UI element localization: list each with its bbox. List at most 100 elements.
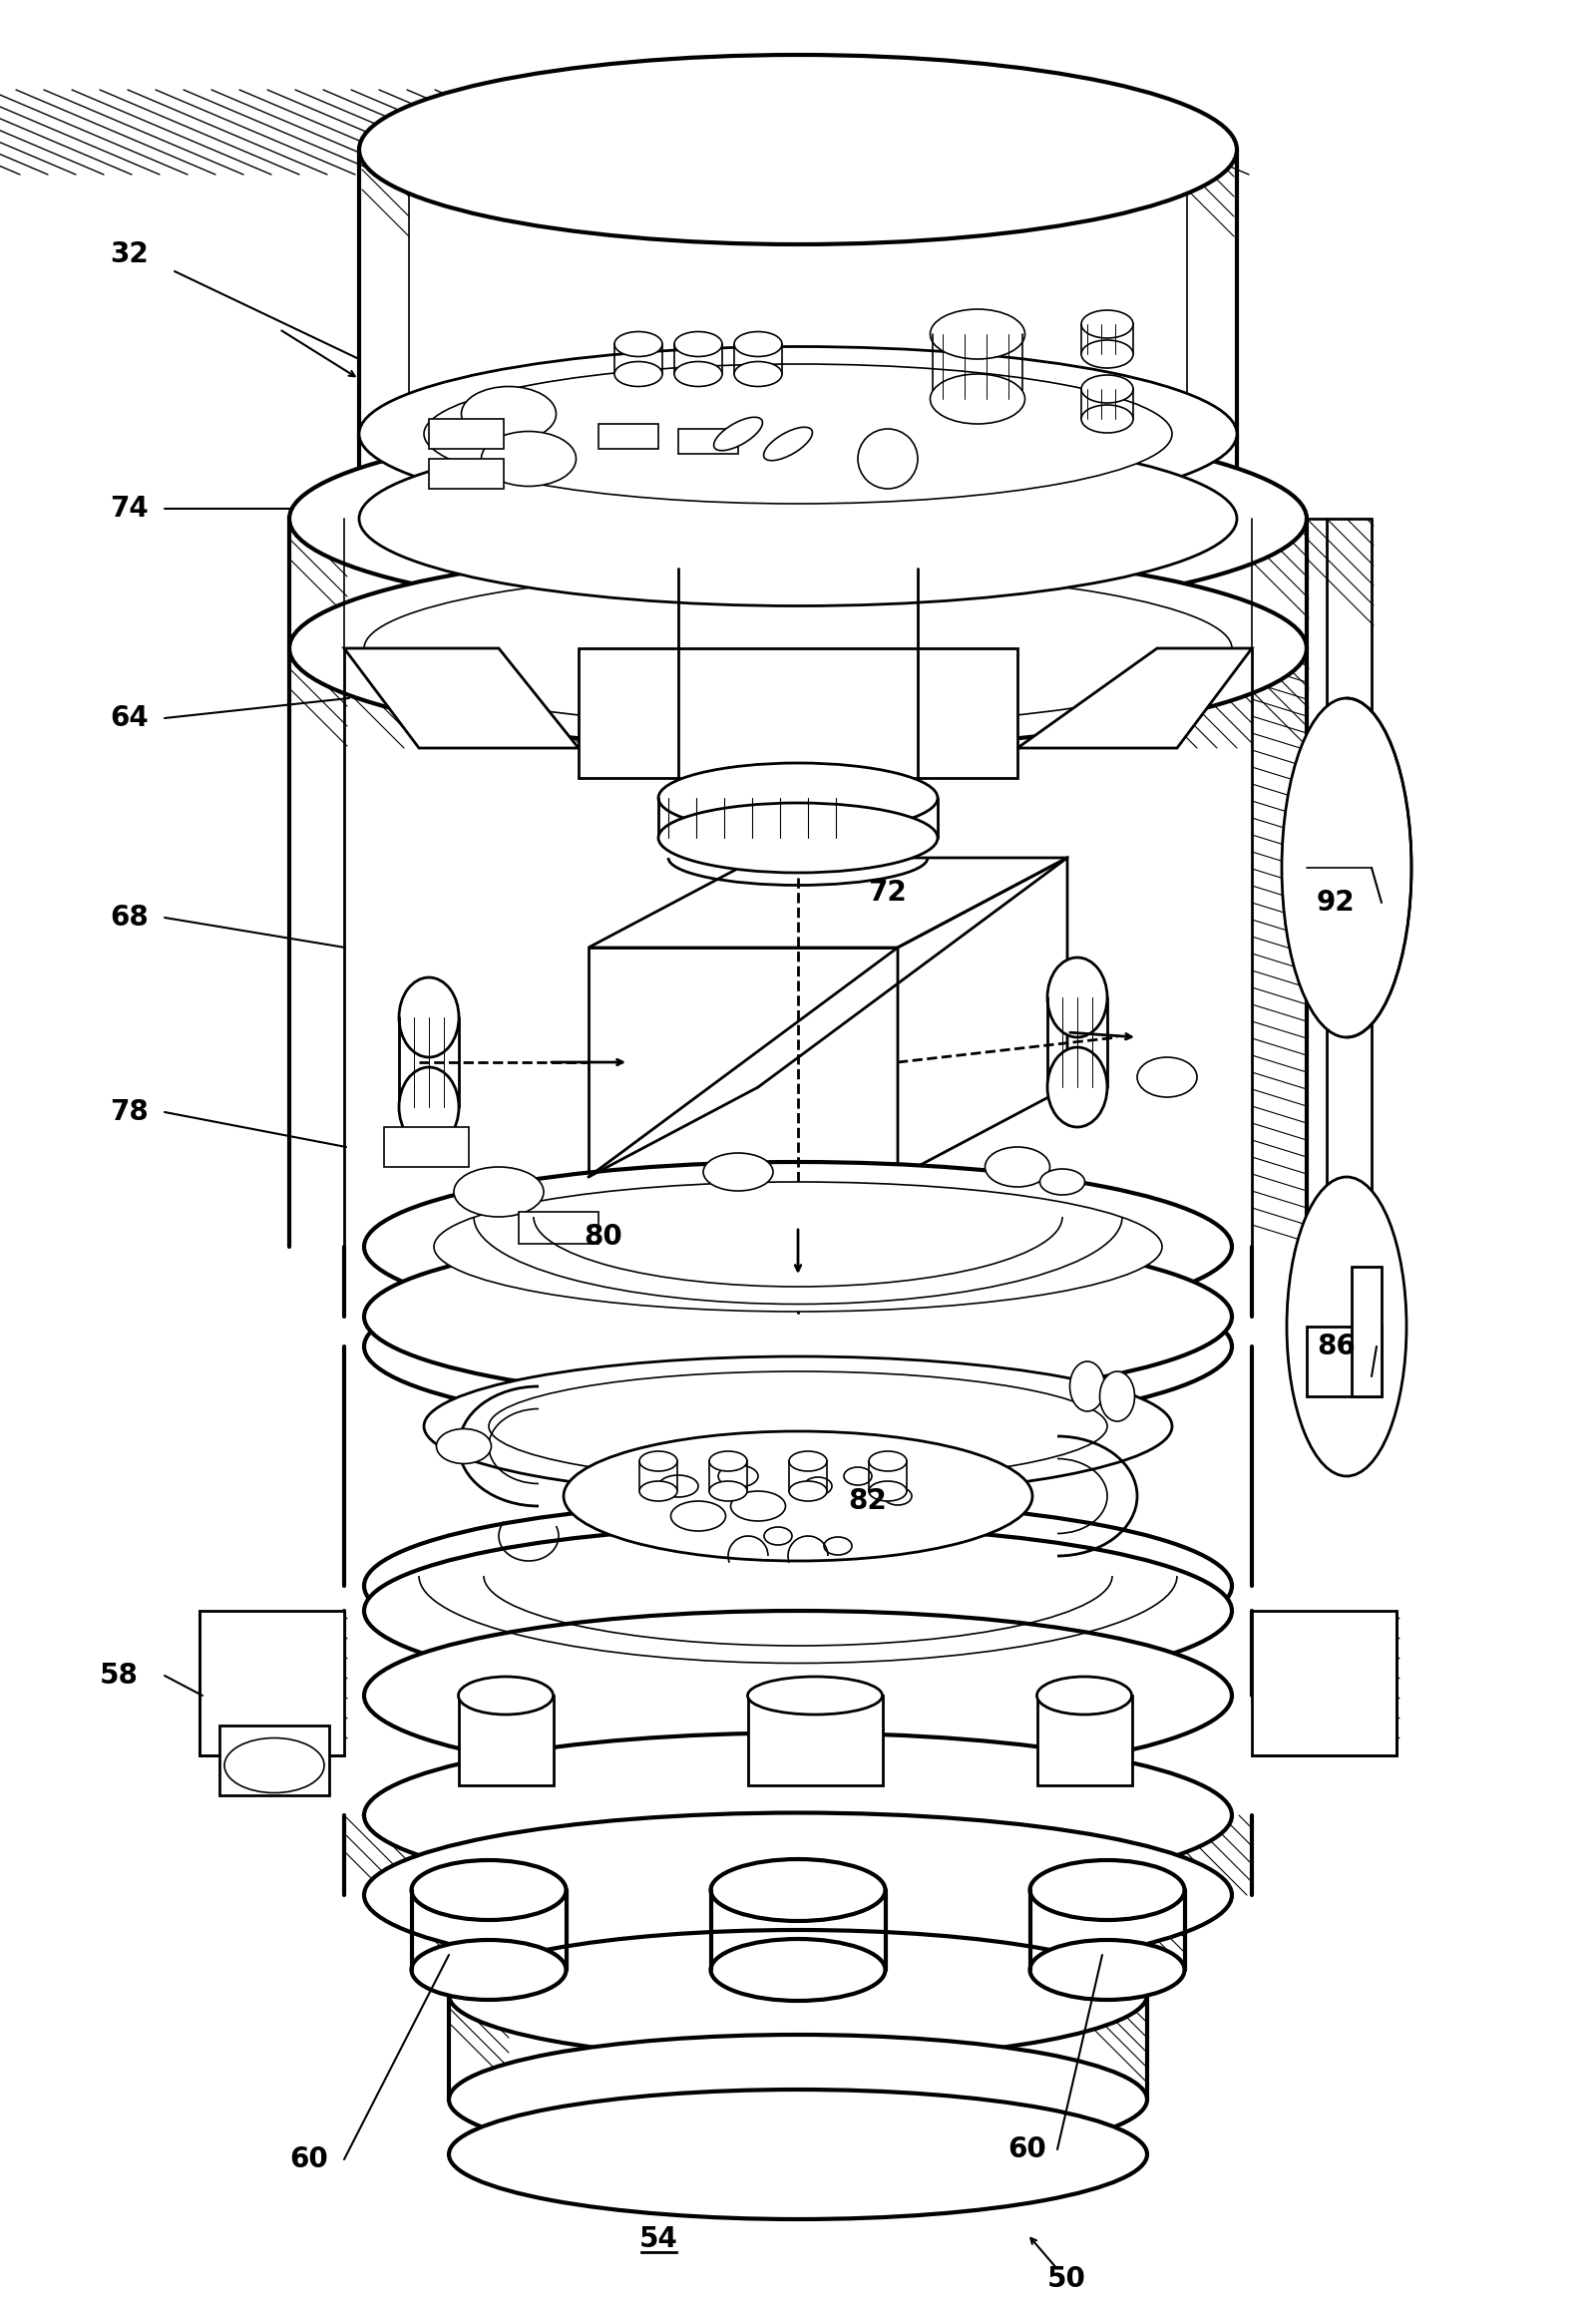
- Ellipse shape: [225, 1738, 324, 1793]
- Ellipse shape: [734, 331, 782, 357]
- Ellipse shape: [364, 1501, 1232, 1671]
- Ellipse shape: [1037, 1676, 1132, 1715]
- Text: 64: 64: [110, 704, 148, 732]
- Bar: [429, 419, 504, 449]
- Text: 74: 74: [110, 495, 148, 523]
- Ellipse shape: [930, 308, 1025, 359]
- Bar: [519, 1211, 598, 1243]
- Ellipse shape: [1029, 1941, 1184, 2000]
- Ellipse shape: [709, 1450, 747, 1471]
- Ellipse shape: [747, 1676, 883, 1715]
- Ellipse shape: [670, 1501, 726, 1531]
- Ellipse shape: [412, 1860, 567, 1920]
- Text: 82: 82: [847, 1487, 886, 1515]
- Ellipse shape: [659, 803, 938, 872]
- Ellipse shape: [364, 1526, 1232, 1697]
- Text: 86: 86: [1317, 1333, 1355, 1360]
- Ellipse shape: [364, 1163, 1232, 1331]
- Ellipse shape: [482, 430, 576, 486]
- Ellipse shape: [788, 1450, 827, 1471]
- Polygon shape: [1018, 649, 1251, 748]
- Bar: [1352, 1266, 1382, 1397]
- Ellipse shape: [364, 571, 1232, 725]
- Bar: [598, 424, 659, 449]
- Text: 78: 78: [110, 1098, 148, 1126]
- Ellipse shape: [930, 373, 1025, 424]
- Ellipse shape: [458, 1676, 554, 1715]
- Ellipse shape: [1282, 698, 1411, 1038]
- Ellipse shape: [436, 1430, 492, 1464]
- Ellipse shape: [710, 1938, 886, 2000]
- Ellipse shape: [859, 428, 918, 488]
- Ellipse shape: [1136, 1057, 1197, 1098]
- Ellipse shape: [674, 331, 721, 357]
- Bar: [220, 1726, 329, 1796]
- Bar: [460, 1697, 554, 1786]
- Ellipse shape: [461, 387, 555, 442]
- Text: 60: 60: [1007, 2136, 1045, 2164]
- Ellipse shape: [479, 463, 1117, 564]
- Ellipse shape: [844, 1466, 871, 1485]
- Ellipse shape: [1082, 405, 1133, 433]
- Bar: [429, 458, 504, 488]
- Ellipse shape: [640, 1480, 677, 1501]
- Bar: [749, 1697, 883, 1786]
- Ellipse shape: [1069, 1360, 1104, 1411]
- Ellipse shape: [434, 1181, 1162, 1312]
- Text: 60: 60: [289, 2145, 327, 2173]
- Polygon shape: [578, 649, 1018, 778]
- Text: 68: 68: [110, 905, 148, 932]
- Ellipse shape: [425, 444, 1171, 582]
- Ellipse shape: [804, 1478, 832, 1494]
- Ellipse shape: [364, 1611, 1232, 1779]
- Ellipse shape: [868, 1480, 907, 1501]
- Ellipse shape: [448, 2035, 1148, 2164]
- Text: 92: 92: [1317, 889, 1355, 916]
- Polygon shape: [589, 859, 1068, 948]
- Ellipse shape: [1047, 958, 1108, 1038]
- Polygon shape: [200, 1611, 345, 1756]
- Ellipse shape: [364, 1733, 1232, 1897]
- Ellipse shape: [614, 361, 662, 387]
- Ellipse shape: [868, 1450, 907, 1471]
- Polygon shape: [1251, 1611, 1396, 1756]
- Ellipse shape: [659, 762, 938, 833]
- Ellipse shape: [1082, 341, 1133, 368]
- Ellipse shape: [824, 1538, 852, 1554]
- Bar: [385, 1128, 469, 1167]
- Ellipse shape: [734, 361, 782, 387]
- Ellipse shape: [659, 1476, 699, 1496]
- Bar: [1307, 1326, 1382, 1397]
- Ellipse shape: [731, 1492, 785, 1522]
- Text: 32: 32: [110, 239, 148, 269]
- Ellipse shape: [1082, 311, 1133, 338]
- Ellipse shape: [364, 1232, 1232, 1402]
- Ellipse shape: [1100, 1372, 1135, 1420]
- Ellipse shape: [764, 1526, 792, 1545]
- Ellipse shape: [425, 1356, 1171, 1496]
- Ellipse shape: [289, 548, 1307, 748]
- Ellipse shape: [788, 1480, 827, 1501]
- Ellipse shape: [884, 1487, 911, 1506]
- Ellipse shape: [704, 1153, 772, 1190]
- Ellipse shape: [359, 55, 1237, 244]
- Text: 58: 58: [99, 1662, 139, 1690]
- Ellipse shape: [1082, 375, 1133, 403]
- Ellipse shape: [359, 430, 1237, 605]
- Ellipse shape: [1041, 1169, 1085, 1195]
- Text: 50: 50: [1047, 2265, 1087, 2293]
- Ellipse shape: [448, 2090, 1148, 2219]
- Bar: [1037, 1697, 1132, 1786]
- Text: 80: 80: [584, 1222, 622, 1250]
- Ellipse shape: [1029, 1860, 1184, 1920]
- Ellipse shape: [364, 1812, 1232, 1977]
- Ellipse shape: [399, 978, 460, 1057]
- Polygon shape: [345, 649, 578, 748]
- Ellipse shape: [425, 364, 1171, 504]
- Ellipse shape: [674, 361, 721, 387]
- Ellipse shape: [488, 1372, 1108, 1480]
- Text: 54: 54: [638, 2226, 678, 2254]
- Ellipse shape: [985, 1146, 1050, 1188]
- Polygon shape: [897, 859, 1068, 1176]
- Text: 72: 72: [868, 879, 907, 907]
